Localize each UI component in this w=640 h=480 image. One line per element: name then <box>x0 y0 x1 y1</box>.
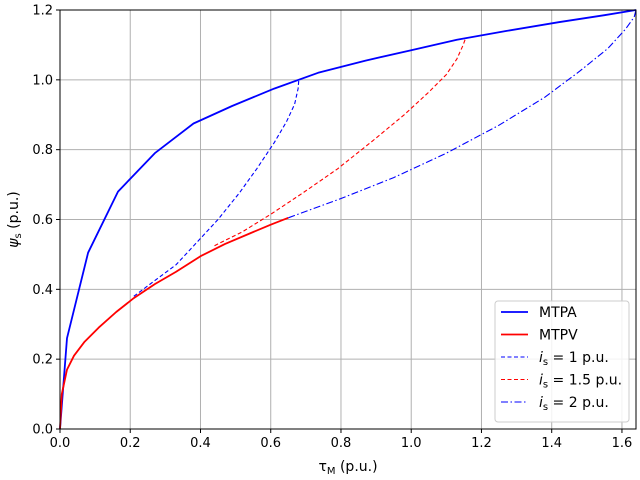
x-tick-label: 0.4 <box>190 436 211 451</box>
series-line-2 <box>133 79 300 297</box>
x-tick-label: 0.6 <box>260 436 281 451</box>
axis-ticks: 0.0 0.2 0.4 0.6 0.8 1.0 1.2 1.4 1.6 0.0 0.2 0.4 0.6 0… <box>32 4 632 452</box>
x-tick-label: 1.2 <box>471 436 492 451</box>
legend: MTPA MTPV is = 1 p.u. is = 1.5 p.u. is = 2 p… <box>494 300 630 423</box>
y-tick-label: 1.2 <box>32 4 53 19</box>
y-tick-label: 0.8 <box>32 143 53 158</box>
legend-label-2: is = 1 p.u. <box>539 350 609 368</box>
legend-box <box>494 300 630 423</box>
plot-series <box>59 9 637 430</box>
x-tick-label: 1.4 <box>541 436 562 451</box>
x-tick-label: 0.8 <box>331 436 352 451</box>
series-line-0 <box>59 9 637 430</box>
y-axis-label: ψs (p.u.) <box>6 191 24 248</box>
legend-label-1: MTPV <box>539 328 578 344</box>
y-tick-label: 0.4 <box>32 283 53 298</box>
legend-label-3: is = 1.5 p.u. <box>539 373 622 391</box>
grid-lines <box>59 9 636 430</box>
x-axis-label: τM (p.u.) <box>318 459 377 477</box>
series-line-1 <box>59 216 289 430</box>
x-tick-label: 0.0 <box>50 436 71 451</box>
x-tick-label: 1.0 <box>401 436 422 451</box>
y-tick-label: 0.6 <box>32 213 53 228</box>
y-tick-label: 1.0 <box>32 73 53 88</box>
x-tick-label: 1.6 <box>612 436 633 451</box>
legend-label-4: is = 2 p.u. <box>539 395 609 413</box>
legend-label-0: MTPA <box>539 305 577 321</box>
y-tick-label: 0.0 <box>32 423 53 438</box>
x-tick-label: 0.2 <box>120 436 141 451</box>
y-tick-label: 0.2 <box>32 353 53 368</box>
series-line-4 <box>288 9 637 219</box>
series-line-3 <box>214 37 467 247</box>
